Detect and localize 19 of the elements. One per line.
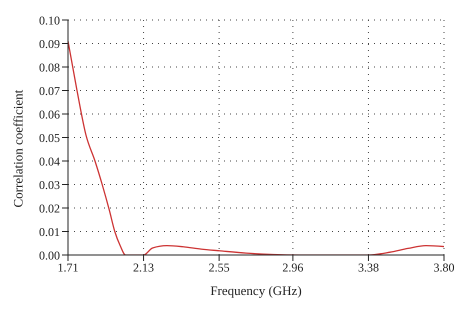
y-tick-label: 0.08 <box>39 60 60 74</box>
x-tick-label: 2.96 <box>282 260 304 275</box>
y-tick-label: 0.10 <box>39 13 60 28</box>
x-tick-label: 3.38 <box>358 260 379 275</box>
y-tick-label: 0.04 <box>39 154 60 168</box>
x-axis-title: Frequency (GHz) <box>210 283 302 298</box>
y-tick-label: 0.03 <box>39 178 60 192</box>
y-tick-label: 0.01 <box>39 224 60 239</box>
y-tick-label: 0.06 <box>39 107 60 122</box>
y-tick-label: 0.07 <box>39 84 60 98</box>
x-tick-label: 2.13 <box>133 260 154 275</box>
y-tick-label: 0.00 <box>39 248 60 262</box>
x-tick-label: 2.55 <box>208 260 230 275</box>
x-tick-label: 3.80 <box>434 260 454 275</box>
y-axis-title: Correlation coefficient <box>10 89 26 208</box>
y-tick-label: 0.02 <box>39 201 60 216</box>
y-tick-label: 0.09 <box>39 36 60 51</box>
x-tick-label: 1.71 <box>58 260 78 275</box>
y-tick-label: 0.05 <box>39 130 60 145</box>
